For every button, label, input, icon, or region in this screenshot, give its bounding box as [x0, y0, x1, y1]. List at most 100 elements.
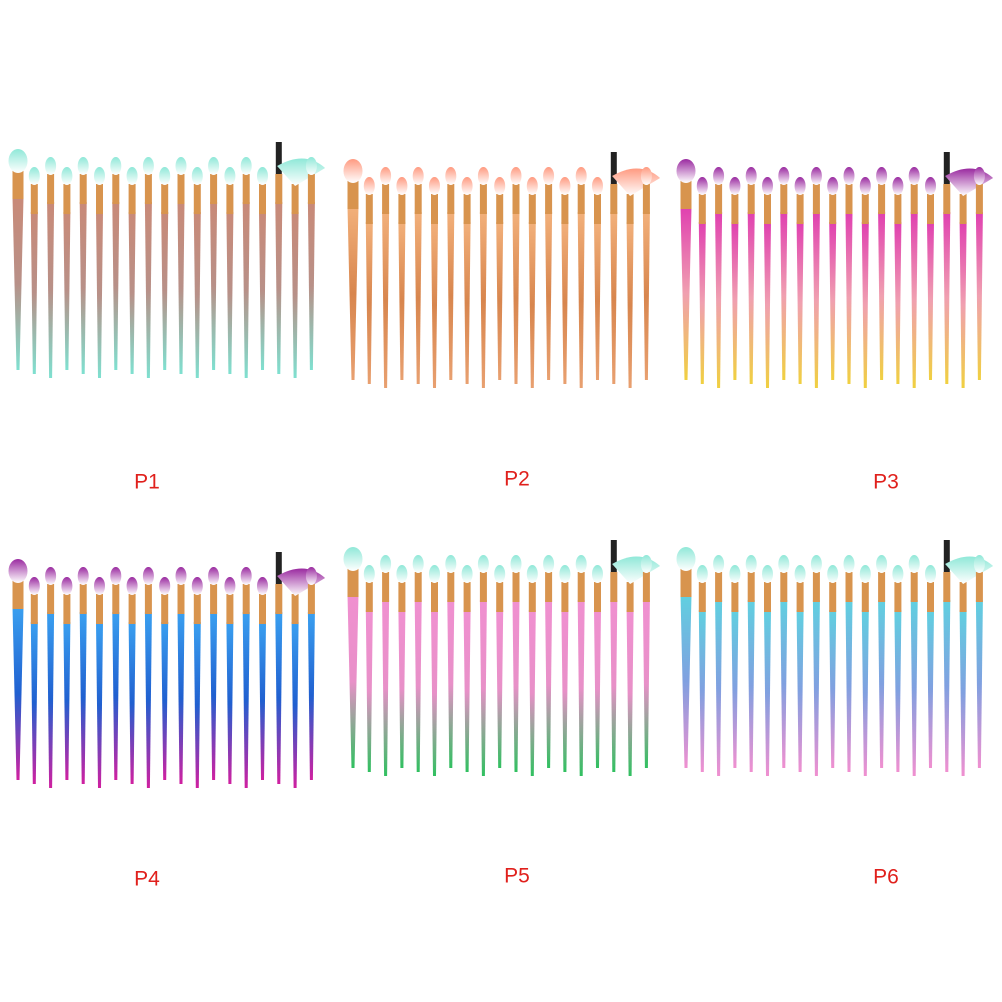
brush-ferrule	[943, 572, 951, 602]
brush-handle	[780, 212, 788, 380]
brush-ferrule	[431, 582, 438, 612]
brush	[612, 168, 661, 388]
brush-bristles	[77, 567, 89, 585]
brush-bristles	[543, 167, 555, 185]
brush-ferrule	[128, 594, 136, 624]
brush-bristles	[28, 577, 40, 595]
brush-ferrule	[347, 567, 359, 597]
brush-ferrule	[780, 184, 788, 214]
brush	[110, 567, 122, 780]
brush	[827, 177, 839, 380]
brush	[876, 167, 888, 380]
brush-handle	[698, 222, 706, 384]
brush-bristles	[257, 167, 268, 185]
brush-bristles	[175, 157, 187, 175]
brush-handle	[829, 222, 837, 380]
brush-bristles	[380, 555, 392, 573]
brush-ferrule	[861, 194, 869, 224]
brush	[794, 177, 806, 384]
brush-bristles	[575, 167, 587, 185]
brush-ferrule	[479, 572, 487, 602]
brush-bristles	[445, 555, 457, 573]
brush-ferrule	[307, 174, 315, 204]
brush-bristles	[240, 567, 252, 585]
brush	[843, 555, 855, 772]
brush-ferrule	[561, 582, 569, 612]
brush	[510, 555, 522, 772]
brush-handle	[764, 222, 771, 388]
brush-handle	[242, 612, 250, 788]
brush-handle	[610, 600, 618, 772]
panel-label: P1	[134, 471, 160, 494]
brush-ferrule	[812, 184, 820, 214]
brush	[257, 577, 268, 780]
brush	[973, 167, 985, 380]
brush-handle	[47, 202, 55, 378]
brush-handle	[275, 202, 283, 374]
brush	[8, 559, 28, 780]
brush-handle	[447, 212, 455, 380]
brush-ferrule	[112, 584, 120, 614]
brush-handle	[463, 610, 471, 772]
brush-set	[8, 552, 326, 788]
brush-bristles	[61, 167, 73, 185]
brush-ferrule	[414, 572, 422, 602]
brush-bristles	[494, 177, 506, 195]
brush-handle	[731, 610, 739, 768]
brush-bristles	[94, 577, 105, 595]
brush-ferrule	[177, 584, 185, 614]
brush-handle	[414, 212, 422, 384]
brush-ferrule	[715, 184, 723, 214]
brush-bristles	[61, 577, 73, 595]
brush-ferrule	[63, 594, 71, 624]
brush-handle	[210, 612, 218, 780]
brush-ferrule	[79, 584, 87, 614]
brush-handle	[927, 610, 934, 768]
brush	[543, 555, 555, 768]
brush-ferrule	[259, 594, 266, 624]
brush-fan	[945, 556, 994, 584]
brush-ferrule	[796, 194, 804, 224]
brush	[126, 167, 138, 374]
brush-handle	[878, 212, 886, 380]
brush-ferrule	[307, 584, 315, 614]
brush-bristles	[28, 167, 40, 185]
brush-ferrule	[193, 594, 201, 624]
brush-handle	[291, 212, 299, 378]
brush-handle	[382, 600, 390, 776]
brush	[794, 565, 806, 772]
brush-bristles	[762, 177, 773, 195]
brush-bristles	[110, 567, 122, 585]
brush-bristles	[876, 555, 888, 573]
brush-ferrule	[275, 174, 283, 204]
brush-ferrule	[642, 572, 650, 602]
brush-handle	[910, 600, 918, 776]
brush-bristles	[745, 555, 757, 573]
brush-bristles	[510, 167, 522, 185]
brush-bristles	[363, 565, 375, 583]
brush-ferrule	[347, 179, 359, 209]
brush-handle	[528, 610, 536, 776]
brush-bristles	[126, 167, 138, 185]
brush-bristles	[575, 555, 587, 573]
brush-fan	[945, 168, 994, 196]
brush-ferrule	[545, 572, 553, 602]
brush-bristles	[676, 547, 696, 571]
brush-bristles	[224, 577, 236, 595]
brush-ferrule	[698, 582, 706, 612]
brush-handle	[177, 202, 185, 374]
brush-handle	[594, 610, 601, 768]
brush-ferrule	[715, 572, 723, 602]
brush	[827, 565, 839, 768]
brush-handle	[561, 222, 569, 384]
brush	[676, 547, 696, 768]
brush-bristles	[142, 567, 154, 585]
brush	[592, 177, 603, 380]
brush	[61, 577, 73, 780]
brush	[343, 159, 363, 380]
brush-handle	[307, 612, 315, 780]
brush	[77, 157, 89, 374]
brush-handle	[479, 600, 487, 776]
brush	[908, 167, 920, 388]
brush	[876, 555, 888, 768]
